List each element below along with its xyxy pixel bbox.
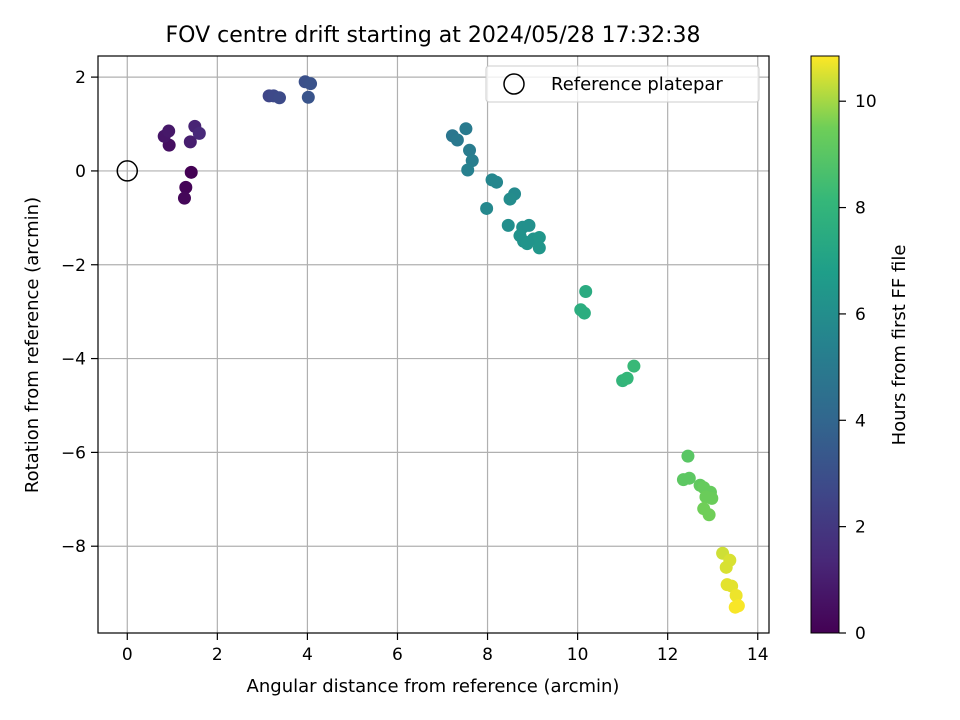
data-point	[627, 359, 641, 373]
data-point	[301, 90, 315, 104]
colorbar-gradient	[810, 55, 840, 634]
x-axis-label: Angular distance from reference (arcmin)	[247, 676, 620, 697]
reference-layer	[116, 160, 139, 182]
data-point	[501, 218, 515, 232]
y-axis-ticks: 2 0 −2 −4 −6 −8	[61, 68, 98, 557]
x-tick-label: 10	[567, 645, 589, 665]
y-axis-label: Rotation from reference (arcmin)	[22, 197, 43, 493]
data-point	[304, 77, 318, 91]
data-point	[577, 306, 591, 320]
colorbar-tick-label: 0	[855, 624, 866, 644]
data-point	[450, 133, 464, 147]
data-point	[729, 588, 743, 602]
data-point	[532, 231, 546, 245]
colorbar-tick-label: 8	[855, 199, 866, 219]
data-point	[179, 180, 193, 194]
data-point	[162, 124, 176, 138]
data-point	[184, 165, 198, 179]
data-point	[503, 192, 517, 206]
legend: Reference platepar	[485, 65, 760, 103]
data-point	[731, 599, 745, 613]
x-tick-label: 0	[122, 645, 133, 665]
grid	[98, 56, 769, 633]
chart-title: FOV centre drift starting at 2024/05/28 …	[166, 23, 701, 48]
data-point	[177, 191, 191, 205]
data-point	[459, 122, 473, 136]
data-point	[681, 449, 695, 463]
x-tick-label: 8	[482, 645, 493, 665]
data-point	[705, 491, 719, 505]
data-point	[522, 218, 536, 232]
y-tick-label: 0	[75, 162, 86, 182]
colorbar-tick-label: 10	[855, 92, 877, 112]
data-point	[719, 560, 733, 574]
data-point	[272, 91, 286, 105]
data-point	[702, 508, 716, 522]
y-tick-label: 2	[75, 68, 86, 88]
data-point	[579, 284, 593, 298]
x-tick-label: 4	[302, 645, 313, 665]
data-point	[682, 471, 696, 485]
data-point	[463, 143, 477, 157]
x-tick-label: 14	[747, 645, 769, 665]
data-point	[620, 371, 634, 385]
x-tick-label: 2	[212, 645, 223, 665]
reference-platepar-marker	[116, 160, 139, 182]
colorbar-tick-label: 2	[855, 518, 866, 538]
y-tick-label: −2	[61, 256, 86, 276]
colorbar: 0 2 4 6 8 10 Hours from first FF file	[810, 55, 910, 644]
data-point	[461, 163, 475, 177]
y-tick-label: −6	[61, 443, 86, 463]
colorbar-tick-label: 4	[855, 411, 866, 431]
legend-reference-marker	[503, 73, 525, 95]
data-point	[480, 201, 494, 215]
plot-frame	[97, 55, 770, 634]
legend-box	[485, 65, 760, 103]
data-points	[157, 75, 745, 614]
y-tick-label: −8	[61, 537, 86, 557]
data-point	[183, 135, 197, 149]
data-point	[532, 241, 546, 255]
data-point	[490, 175, 504, 189]
colorbar-label: Hours from first FF file	[889, 245, 910, 446]
x-tick-label: 12	[657, 645, 679, 665]
x-axis-ticks: 0 2 4 6 8 10 12 14	[122, 633, 769, 665]
colorbar-ticks: 0 2 4 6 8 10	[839, 92, 877, 644]
x-tick-label: 6	[392, 645, 403, 665]
data-point	[192, 126, 206, 140]
y-tick-label: −4	[61, 350, 86, 370]
legend-label: Reference platepar	[551, 74, 723, 95]
colorbar-tick-label: 6	[855, 305, 866, 325]
